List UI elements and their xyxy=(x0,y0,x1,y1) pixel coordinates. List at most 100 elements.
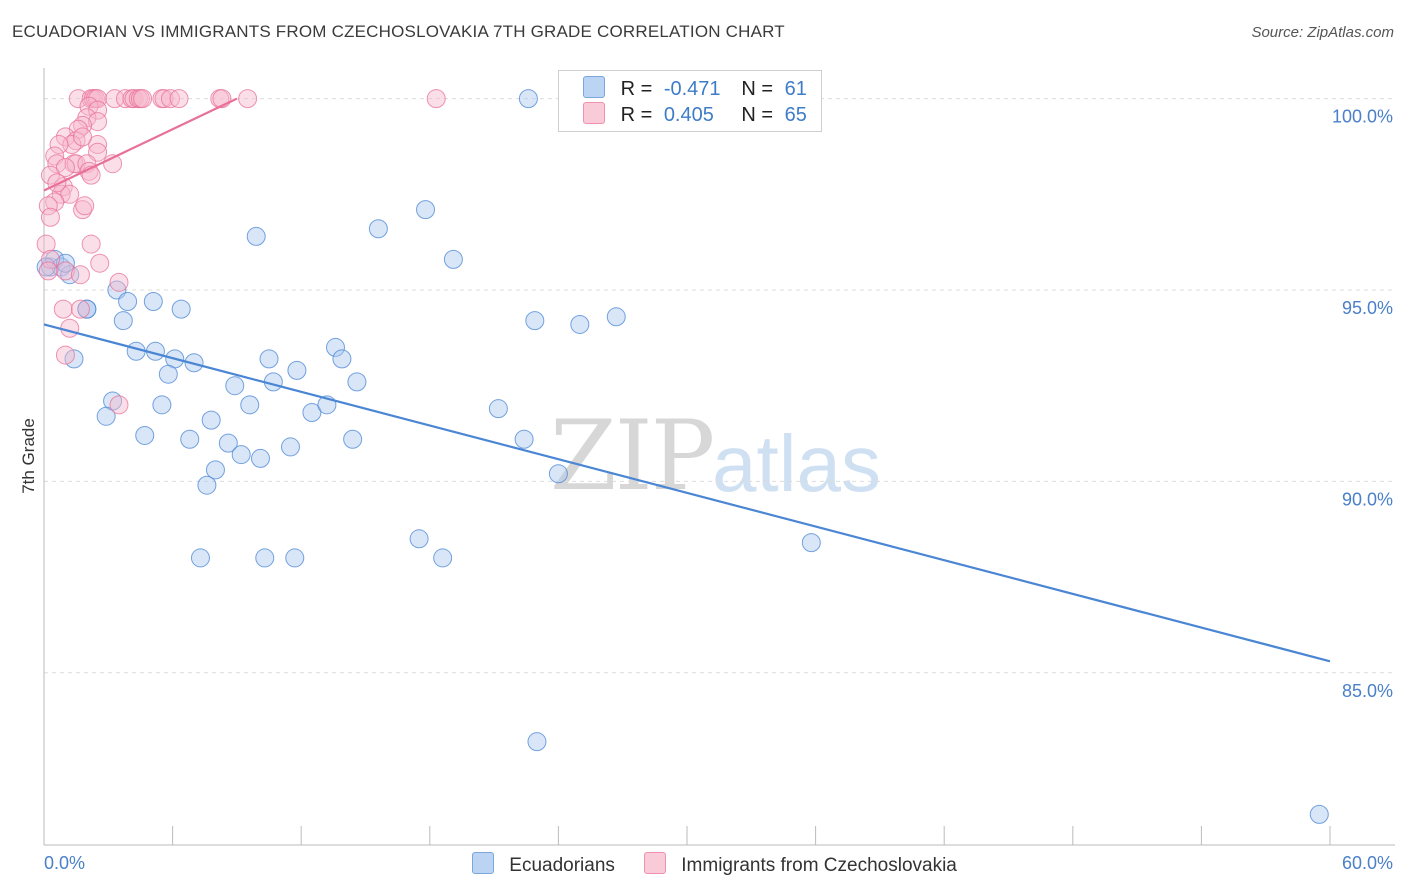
trend-lines xyxy=(43,97,1331,663)
data-point-ecuadorian xyxy=(231,445,251,465)
data-point-ecuadorian xyxy=(135,425,155,445)
legend-r-label: R = xyxy=(620,104,653,126)
y-tick-label: 85.0% xyxy=(1342,681,1393,701)
data-point-ecuadorian xyxy=(180,429,200,449)
trend-line-ecuadorians xyxy=(43,323,1331,663)
data-point-czechoslovakia xyxy=(36,234,56,254)
data-point-ecuadorian xyxy=(285,548,305,568)
bottom-legend-label: Ecuadorians xyxy=(509,855,615,876)
legend-n-label: N = xyxy=(741,104,774,126)
data-point-ecuadorian xyxy=(347,372,367,392)
x-tick-label: 60.0% xyxy=(1342,853,1393,873)
data-point-ecuadorian xyxy=(218,433,238,453)
legend-n-value: 61 xyxy=(784,78,807,100)
legend-swatch-blue xyxy=(583,76,605,98)
data-point-ecuadorian xyxy=(143,291,163,311)
data-point-czechoslovakia xyxy=(55,261,75,281)
data-point-czechoslovakia xyxy=(47,173,67,193)
data-point-ecuadorian xyxy=(801,533,821,553)
data-point-ecuadorian xyxy=(250,448,270,468)
data-point-czechoslovakia xyxy=(73,127,93,147)
data-point-ecuadorian xyxy=(368,219,388,239)
chart-title: ECUADORIAN VS IMMIGRANTS FROM CZECHOSLOV… xyxy=(12,22,785,41)
data-point-czechoslovakia xyxy=(88,100,108,120)
data-point-czechoslovakia xyxy=(49,135,69,155)
data-point-ecuadorian xyxy=(570,314,590,334)
data-point-czechoslovakia xyxy=(169,89,189,109)
data-point-czechoslovakia xyxy=(105,89,125,109)
data-point-ecuadorian xyxy=(55,253,75,273)
x-tick-label: 0.0% xyxy=(44,853,85,873)
data-point-czechoslovakia xyxy=(55,127,75,147)
y-tick-label: 100.0% xyxy=(1332,107,1393,127)
data-point-ecuadorian xyxy=(409,529,429,549)
data-point-ecuadorian xyxy=(302,402,322,422)
data-point-ecuadorian xyxy=(225,376,245,396)
legend-r-value: -0.471 xyxy=(663,78,721,100)
data-point-ecuadorian xyxy=(443,249,463,269)
data-point-czechoslovakia xyxy=(40,249,60,269)
data-point-czechoslovakia xyxy=(55,345,75,365)
data-point-ecuadorian xyxy=(280,437,300,457)
y-tick-label: 90.0% xyxy=(1342,489,1393,509)
bottom-legend-label: Immigrants from Czechoslovakia xyxy=(681,855,957,876)
data-point-czechoslovakia xyxy=(90,253,110,273)
data-point-ecuadorian xyxy=(287,360,307,380)
data-point-ecuadorian xyxy=(77,299,97,319)
data-point-czechoslovakia xyxy=(40,207,60,227)
data-point-czechoslovakia xyxy=(88,112,108,132)
data-point-ecuadorian xyxy=(113,311,133,331)
legend-r-label: R = xyxy=(620,78,653,100)
data-point-ecuadorian xyxy=(548,464,568,484)
data-point-czechoslovakia xyxy=(55,158,75,178)
data-point-ecuadorian xyxy=(343,429,363,449)
data-point-czechoslovakia xyxy=(154,89,174,109)
data-point-ecuadorian xyxy=(518,89,538,109)
data-points xyxy=(36,89,1329,824)
data-point-ecuadorian xyxy=(171,299,191,319)
data-point-ecuadorian xyxy=(259,349,279,369)
data-point-czechoslovakia xyxy=(81,234,101,254)
data-point-ecuadorian xyxy=(332,349,352,369)
data-point-ecuadorian xyxy=(118,291,138,311)
correlation-legend: R = -0.471 N = 61 R = 0.405 N = 65 xyxy=(558,70,822,132)
source-label: Source: ZipAtlas.com xyxy=(1251,24,1394,41)
data-point-ecuadorian xyxy=(190,548,210,568)
data-point-ecuadorian xyxy=(255,548,275,568)
legend-n-label: N = xyxy=(741,78,774,100)
data-point-czechoslovakia xyxy=(238,89,258,109)
y-tick-label: 95.0% xyxy=(1342,298,1393,318)
data-point-czechoslovakia xyxy=(38,196,58,216)
data-point-czechoslovakia xyxy=(426,89,446,109)
bottom-legend-ecuadorians: Ecuadorians xyxy=(472,852,615,876)
data-point-czechoslovakia xyxy=(88,135,108,155)
data-point-ecuadorian xyxy=(488,399,508,419)
legend-swatch-pink xyxy=(583,102,605,124)
data-point-czechoslovakia xyxy=(40,165,60,185)
data-point-czechoslovakia xyxy=(70,299,90,319)
data-point-czechoslovakia xyxy=(75,196,95,216)
bottom-swatch-pink xyxy=(644,852,666,874)
data-point-ecuadorian xyxy=(152,395,172,415)
legend-row-czechoslovakia: R = 0.405 N = 65 xyxy=(583,102,807,128)
data-point-czechoslovakia xyxy=(109,272,129,292)
data-point-ecuadorian xyxy=(96,406,116,426)
data-point-ecuadorian xyxy=(158,364,178,384)
data-point-czechoslovakia xyxy=(133,89,153,109)
data-point-czechoslovakia xyxy=(70,265,90,285)
data-point-ecuadorian xyxy=(201,410,221,430)
watermark-atlas: atlas xyxy=(712,419,881,508)
legend-r-value: 0.405 xyxy=(663,104,714,126)
gridlines xyxy=(44,98,1395,674)
data-point-ecuadorian xyxy=(527,732,547,752)
legend-n-value: 65 xyxy=(784,104,807,126)
data-point-czechoslovakia xyxy=(53,299,73,319)
y-axis-label: 7th Grade xyxy=(19,418,38,494)
axis-labels: 85.0% 90.0% 95.0% 100.0% 0.0% 60.0% 7th Grade xyxy=(19,107,1393,873)
data-point-ecuadorian xyxy=(606,307,626,327)
data-point-ecuadorian xyxy=(246,226,266,246)
data-point-ecuadorian xyxy=(433,548,453,568)
data-point-czechoslovakia xyxy=(38,261,58,281)
data-point-czechoslovakia xyxy=(60,184,80,204)
